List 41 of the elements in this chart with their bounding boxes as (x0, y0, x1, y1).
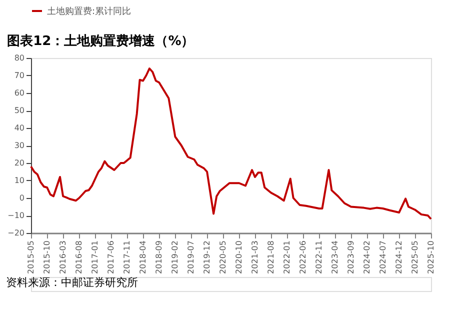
y-tick-label: 30 (14, 141, 24, 150)
line-series (30, 68, 432, 220)
x-tick-label: 2015-10 (42, 240, 52, 274)
x-tick-label: 2017-06 (106, 240, 116, 274)
y-tick-label: 10 (14, 176, 24, 185)
y-tick-label: 80 (14, 54, 24, 62)
x-tick-label: 2025-10 (426, 240, 436, 274)
y-tick-label: 0 (19, 194, 24, 202)
legend-label: 土地购置费:累计同比 (47, 6, 132, 17)
x-tick-label: 2015-05 (26, 240, 36, 274)
x-tick-label: 2022-11 (314, 240, 324, 274)
y-tick-label: 60 (14, 88, 24, 98)
x-tick-label: 2024-02 (362, 240, 372, 274)
y-tick-label: 70 (14, 71, 24, 80)
y-tick-label: 50 (14, 106, 24, 115)
x-tick-label: 2021-03 (250, 240, 260, 274)
x-tick-label: 2024-07 (378, 240, 388, 274)
x-tick-label: 2019-12 (202, 240, 212, 274)
x-tick-label: 2018-04 (138, 240, 148, 274)
x-tick-label: 2025-05 (410, 240, 420, 274)
x-tick-label: 2018-09 (154, 240, 164, 274)
x-tick-label: 2020-10 (234, 240, 244, 274)
x-tick-label: 2022-01 (282, 240, 292, 274)
x-tick-label: 2020-05 (218, 240, 228, 274)
x-tick-label: 2023-04 (330, 240, 340, 274)
y-tick-label: −20 (8, 228, 24, 238)
y-tick-label: 40 (14, 124, 24, 132)
x-tick-label: 2017-11 (122, 240, 132, 274)
x-tick-label: 2017-01 (90, 240, 100, 274)
x-tick-label: 2022-06 (298, 240, 308, 274)
y-tick-label: 20 (14, 158, 24, 168)
text: 资料来源：中邮证券研究所 (6, 276, 138, 289)
x-tick-label: 2021-08 (266, 240, 276, 274)
x-tick-label: 2019-07 (186, 240, 196, 274)
x-tick-label: 2024-12 (394, 240, 404, 274)
y-tick-label: −10 (8, 211, 24, 220)
x-tick-label: 2019-02 (170, 240, 180, 274)
x-tick-label: 2016-03 (58, 240, 68, 274)
chart-title: 图表12：土地购置费增速（%） (7, 34, 194, 49)
x-tick-label: 2016-08 (74, 240, 84, 274)
x-tick-label: 2023-09 (346, 240, 356, 274)
